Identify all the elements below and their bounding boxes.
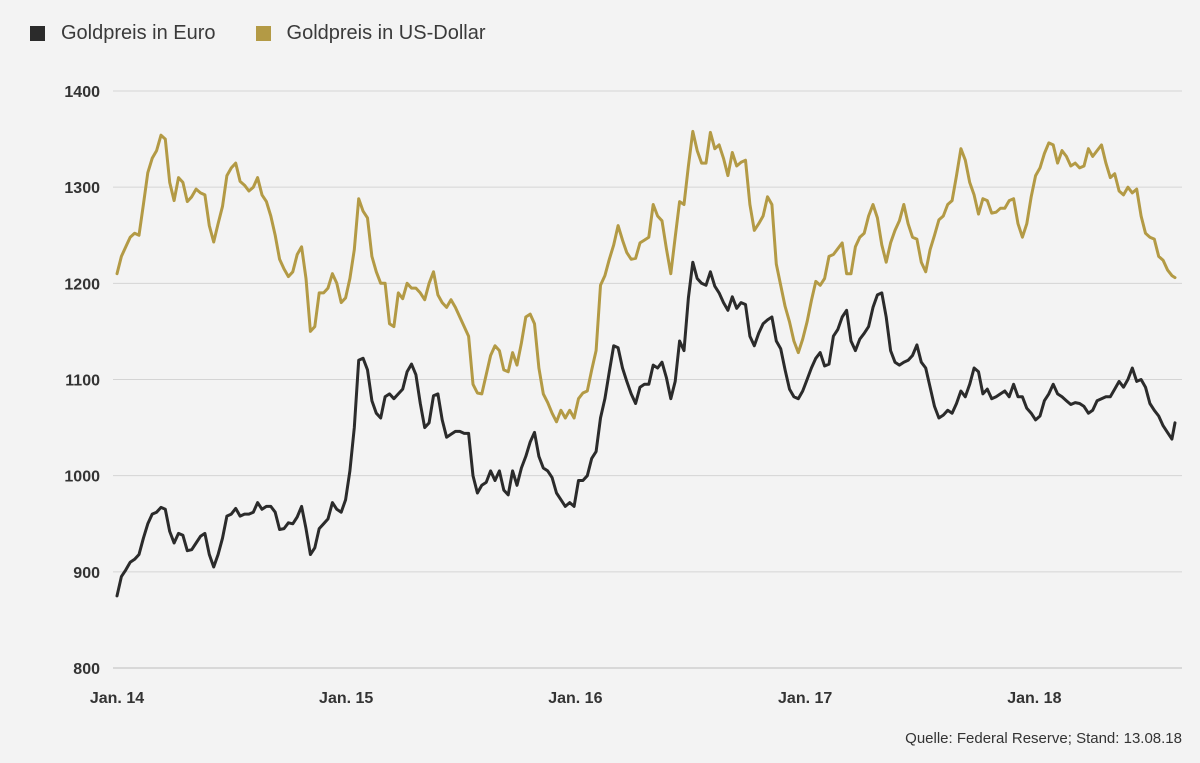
- y-tick-label: 1000: [64, 469, 100, 486]
- series-line-euro: [115, 260, 1177, 598]
- y-tick-label: 1300: [64, 180, 100, 197]
- source-note: Quelle: Federal Reserve; Stand: 13.08.18: [905, 730, 1182, 747]
- grid: [113, 90, 1182, 669]
- legend-label-usd: Goldpreis in US-Dollar: [286, 22, 486, 44]
- series-group: [115, 129, 1177, 598]
- y-tick-label: 1400: [64, 84, 100, 101]
- y-tick-label: 1100: [65, 373, 100, 390]
- y-tick-label: 800: [73, 661, 100, 678]
- legend-item-euro: Goldpreis in Euro: [30, 22, 216, 45]
- x-tick-label: Jan. 15: [319, 690, 373, 707]
- legend: Goldpreis in Euro Goldpreis in US-Dollar: [30, 22, 526, 45]
- legend-label-euro: Goldpreis in Euro: [61, 22, 216, 44]
- y-axis: 1400 1300 1200 1100 1000 900 800: [64, 84, 100, 678]
- legend-swatch-usd: [255, 26, 271, 41]
- y-tick-label: 900: [73, 565, 100, 582]
- x-tick-label: Jan. 16: [548, 690, 602, 707]
- x-tick-label: Jan. 14: [90, 690, 144, 707]
- x-tick-label: Jan. 17: [778, 690, 832, 707]
- x-axis: Jan. 14 Jan. 15 Jan. 16 Jan. 17 Jan. 18: [90, 690, 1062, 707]
- legend-item-usd: Goldpreis in US-Dollar: [255, 22, 486, 45]
- series-line-usd: [115, 129, 1177, 424]
- y-tick-label: 1200: [64, 276, 100, 293]
- x-tick-label: Jan. 18: [1007, 690, 1061, 707]
- legend-swatch-euro: [30, 26, 45, 41]
